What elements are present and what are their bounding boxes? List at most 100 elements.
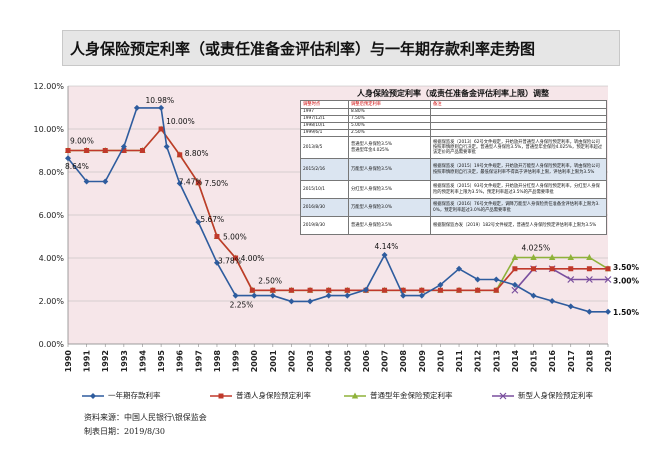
data-point-triangle <box>530 253 537 260</box>
data-point-square <box>605 266 611 272</box>
x-tick-label: 2019 <box>604 350 613 373</box>
data-point-square <box>121 148 127 153</box>
data-point-square <box>270 287 276 293</box>
rate-adjustment-table: 调整时点 调整后预定利率 备注 1997 8.80% 1997/12/1 7.50% 1998… <box>300 100 607 235</box>
y-tick-label: 8.00% <box>39 168 65 177</box>
legend-label: 一年期存款利率 <box>108 391 161 400</box>
data-point-square <box>102 148 108 153</box>
table-cell: 根据保监发〔2015〕19号文件规定，开始放开万能型人身保险预定利率，转由保险公… <box>430 158 607 181</box>
data-point-square <box>475 287 481 293</box>
table-row: 调整时点 调整后预定利率 备注 <box>300 100 607 109</box>
date-note: 制表日期：2019/8/30 <box>84 427 166 436</box>
data-label: 7.47% <box>179 177 203 186</box>
table-title: 人身保险预定利率（或责任准备金评估利率上限）调整 <box>357 88 549 98</box>
data-label: 1.50% <box>613 308 640 317</box>
x-tick-label: 2012 <box>474 350 483 372</box>
x-tick-label: 2010 <box>436 350 445 373</box>
data-point-square <box>218 393 224 398</box>
x-tick-label: 1997 <box>194 350 203 372</box>
data-point-cross <box>499 392 507 399</box>
table-cell: 2015/10/1 <box>300 180 349 199</box>
x-tick-label: 2014 <box>511 350 520 373</box>
data-point-square <box>512 266 518 272</box>
data-point-cross <box>585 276 593 283</box>
table-row: 2015/2/16 万能型人身保险3.5% 根据保监发〔2015〕19号文件规定，开… <box>300 158 607 181</box>
data-point-diamond <box>586 308 593 315</box>
x-tick-label: 2004 <box>325 350 334 373</box>
data-point-square <box>326 287 332 293</box>
table-cell: 万能型人身保险3.5% <box>348 158 431 181</box>
data-label: 4.00% <box>241 254 265 263</box>
data-label: 5.67% <box>200 215 224 224</box>
table-cell: 根据保监发〔2013〕62号文件规定，开始放开普通型人身保险预定利率，转由保险公… <box>430 136 607 159</box>
data-point-square <box>493 287 499 293</box>
x-tick-label: 1994 <box>138 350 147 373</box>
table-cell: 普通型人身保险3.5% 普通型年金4.025% <box>348 136 431 159</box>
data-point-cross <box>604 276 612 283</box>
table-cell: 7.50% <box>348 115 431 123</box>
x-tick-label: 1993 <box>120 350 129 372</box>
data-point-diamond <box>567 303 574 310</box>
data-point-triangle <box>548 253 556 260</box>
rate-adjustment-table-panel: 人身保险预定利率（或责任准备金评估利率上限）调整 调整时点 调整后预定利率 备注 19… <box>300 86 607 235</box>
y-tick-label: 12.00% <box>33 82 64 91</box>
data-point-square <box>158 126 164 132</box>
table-cell <box>430 129 607 137</box>
table-cell: 根据保监发〔2016〕76号文件规定，调降万能型人身保险责任准备金评估利率上限为… <box>430 198 607 217</box>
data-label: 10.00% <box>166 117 195 126</box>
table-row: 1997/12/1 7.50% <box>300 115 607 123</box>
x-tick-label: 2003 <box>306 350 315 372</box>
legend-item: 普通人身保险预定利率 <box>210 390 311 401</box>
table-cell: 5.00% <box>348 122 431 130</box>
data-point-square <box>382 287 388 293</box>
data-point-diamond <box>605 308 611 315</box>
data-point-diamond <box>195 219 202 226</box>
table-row: 2015/10/1 分红型人身保险3.5% 根据保监发〔2015〕93号文件规定，开… <box>300 180 607 199</box>
data-point-diamond <box>213 259 220 266</box>
data-point-diamond <box>65 155 71 162</box>
data-label: 8.80% <box>185 149 209 158</box>
data-point-diamond <box>456 265 463 272</box>
legend-swatch <box>82 392 104 399</box>
data-point-diamond <box>362 286 369 293</box>
data-point-square <box>549 266 555 272</box>
table-row: 1998/10/1 5.00% <box>300 122 607 130</box>
chart-title: 人身保险预定利率（或责任准备金评估利率）与一年期存款利率走势图 <box>70 40 536 58</box>
x-tick-label: 2011 <box>455 350 464 373</box>
data-point-square <box>456 287 462 293</box>
data-label: 3.50% <box>613 263 640 272</box>
data-point-square <box>437 287 443 293</box>
data-point-diamond <box>400 292 407 299</box>
y-tick-label: 0.00% <box>39 340 65 349</box>
table-cell: 8.80% <box>348 108 431 116</box>
x-tick-label: 2018 <box>585 350 594 373</box>
table-cell: 备注 <box>430 100 607 109</box>
legend-label: 普通型年金保险预定利率 <box>370 391 453 400</box>
x-tick-label: 2015 <box>530 350 539 373</box>
x-tick-label: 2007 <box>381 350 390 372</box>
data-label: 3.00% <box>613 277 640 286</box>
legend-item: 一年期存款利率 <box>82 390 161 401</box>
x-tick-label: 2001 <box>269 350 278 373</box>
data-point-diamond <box>307 298 314 305</box>
data-point-diamond <box>325 292 332 299</box>
data-point-square <box>344 287 350 293</box>
data-point-diamond <box>102 178 109 185</box>
data-label: 7.50% <box>204 179 228 188</box>
data-point-diamond <box>232 292 239 299</box>
data-point-diamond <box>437 281 444 288</box>
data-point-diamond <box>530 292 537 299</box>
x-tick-label: 2009 <box>418 350 427 373</box>
y-tick-label: 6.00% <box>39 211 65 220</box>
legend-swatch <box>344 392 366 398</box>
data-label: 2.50% <box>258 276 282 285</box>
data-point-diamond <box>133 104 140 111</box>
table-cell: 分红型人身保险3.5% <box>348 180 431 199</box>
table-cell: 根据保监发〔2015〕93号文件规定，开始放开分红型人身保险预定利率，分红型人身… <box>430 180 607 199</box>
x-tick-label: 1990 <box>64 350 73 373</box>
data-point-diamond <box>511 281 518 288</box>
table-cell: 2016/8/30 <box>300 198 349 217</box>
source-note: 资料来源：中国人民银行\银保监会 <box>84 413 207 422</box>
x-tick-label: 1991 <box>83 350 92 373</box>
data-label: 2.25% <box>230 301 254 310</box>
